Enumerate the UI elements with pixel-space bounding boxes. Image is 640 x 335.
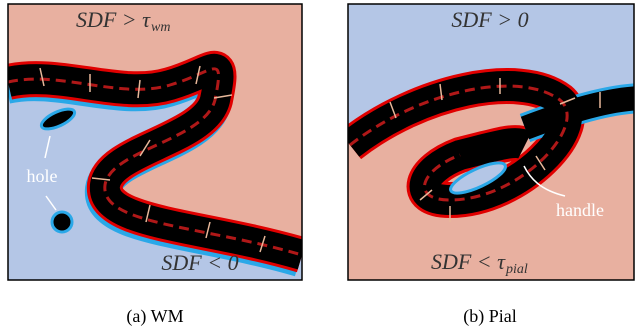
bottom-label-sub: pial bbox=[505, 262, 528, 277]
hole-shape bbox=[52, 212, 72, 232]
panel-a bbox=[6, 4, 302, 280]
top-label-sub: wm bbox=[151, 20, 170, 35]
annotation: handle bbox=[556, 200, 604, 220]
top-label: SDF > 0 bbox=[451, 7, 528, 32]
caption: (a) WM bbox=[126, 306, 183, 327]
top-label: SDF > τ bbox=[76, 7, 151, 32]
bottom-label: SDF < 0 bbox=[161, 250, 238, 275]
panel-b bbox=[348, 4, 640, 280]
annotation: hole bbox=[27, 166, 58, 186]
bottom-label: SDF < τ bbox=[431, 249, 506, 274]
figure: SDF > τ wm SDF < 0 hole (a) WM SDF > 0 S… bbox=[0, 0, 640, 335]
caption: (b) Pial bbox=[463, 306, 517, 327]
